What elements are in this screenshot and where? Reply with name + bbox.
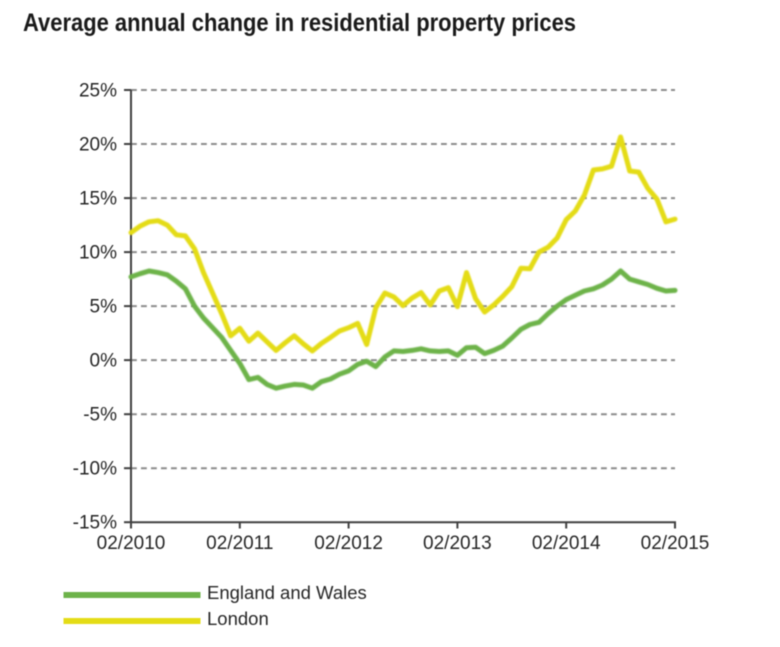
- svg-text:02/2011: 02/2011: [206, 533, 273, 554]
- svg-text:02/2012: 02/2012: [314, 533, 383, 554]
- svg-text:02/2014: 02/2014: [532, 533, 601, 554]
- svg-text:20%: 20%: [79, 135, 117, 156]
- svg-text:0%: 0%: [90, 351, 118, 372]
- svg-text:-10%: -10%: [73, 459, 117, 480]
- svg-text:10%: 10%: [79, 243, 117, 264]
- svg-text:-15%: -15%: [73, 513, 117, 534]
- svg-text:5%: 5%: [90, 297, 118, 318]
- svg-text:25%: 25%: [79, 81, 117, 102]
- svg-text:02/2010: 02/2010: [97, 533, 166, 554]
- svg-text:15%: 15%: [79, 189, 117, 210]
- svg-text:-5%: -5%: [83, 405, 117, 426]
- svg-text:02/2013: 02/2013: [423, 533, 492, 554]
- svg-text:02/2015: 02/2015: [641, 533, 710, 554]
